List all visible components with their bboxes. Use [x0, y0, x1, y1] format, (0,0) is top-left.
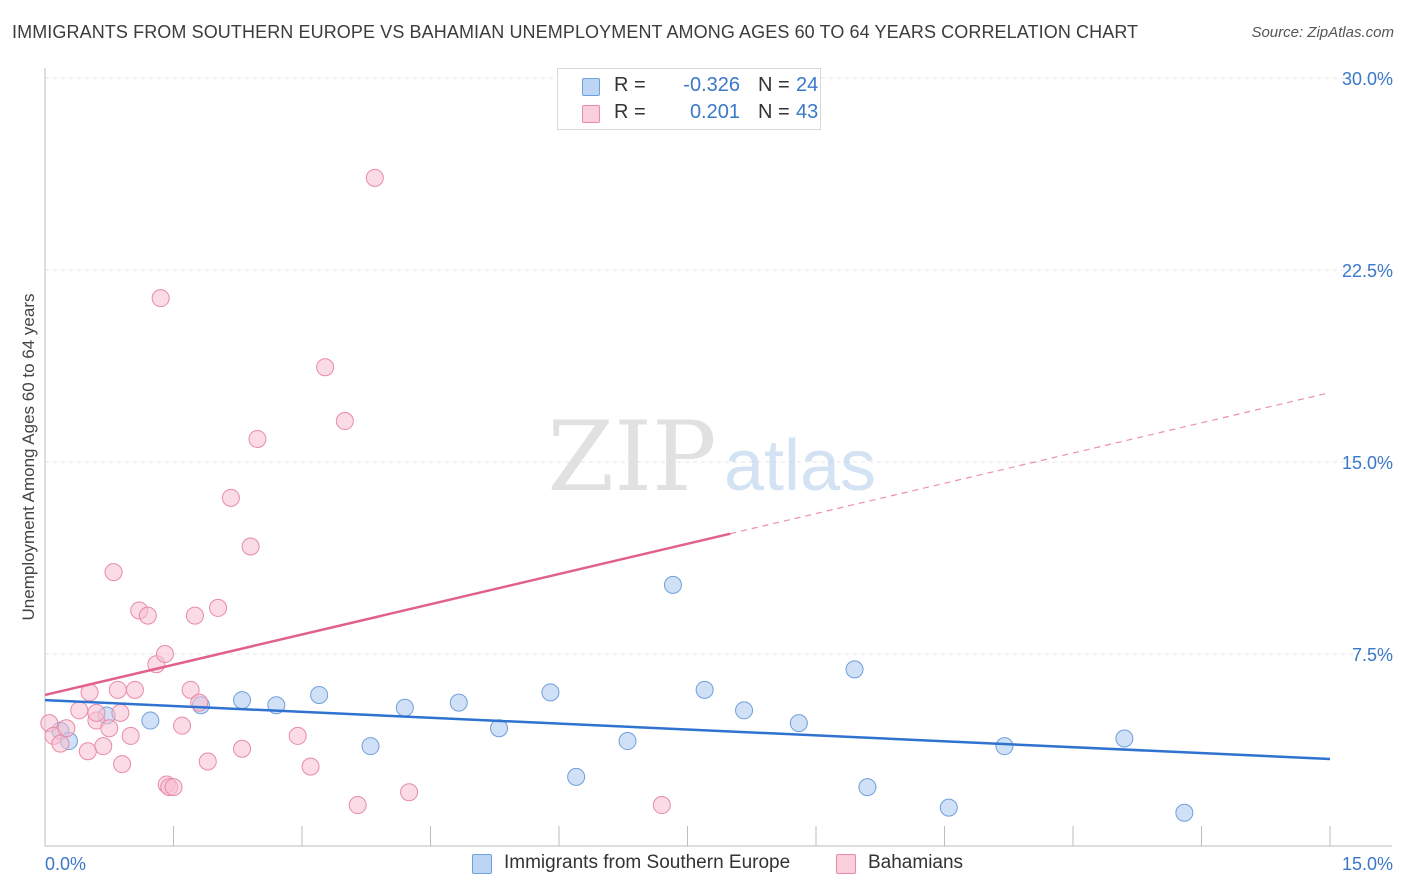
trend-lines — [44, 391, 1331, 761]
y-tick-label: 30.0% — [1342, 69, 1393, 89]
point-southern-europe — [541, 683, 560, 702]
trend-line-bahamians — [44, 532, 731, 697]
legend-swatch-bahamians — [836, 854, 856, 874]
x-tick-label: 0.0% — [45, 854, 86, 874]
legend-swatch-southern-europe — [582, 78, 600, 96]
watermark-atlas: atlas — [724, 426, 876, 506]
point-bahamians — [57, 719, 76, 738]
point-southern-europe — [995, 737, 1014, 756]
point-southern-europe — [858, 778, 877, 797]
point-southern-europe — [361, 737, 380, 756]
point-southern-europe — [663, 575, 682, 594]
point-bahamians — [241, 537, 260, 556]
point-southern-europe — [618, 732, 637, 751]
point-southern-europe — [141, 711, 160, 730]
point-bahamians — [51, 734, 70, 753]
chart-title: IMMIGRANTS FROM SOUTHERN EUROPE VS BAHAM… — [12, 22, 1139, 42]
point-bahamians — [652, 796, 671, 815]
legend-r-label: R = — [614, 101, 646, 123]
x-tick-label: 15.0% — [1342, 854, 1393, 874]
point-bahamians — [335, 412, 354, 431]
legend-n-label: N = — [758, 74, 790, 96]
point-bahamians — [164, 778, 183, 797]
point-southern-europe — [395, 698, 414, 717]
point-bahamians — [100, 719, 119, 738]
trend-line-southern-europe — [44, 698, 1331, 761]
point-bahamians — [209, 598, 228, 617]
point-bahamians — [121, 726, 140, 745]
point-southern-europe — [567, 767, 586, 786]
watermark-zip: ZIP — [547, 401, 716, 513]
point-bahamians — [181, 680, 200, 699]
point-bahamians — [104, 563, 123, 582]
point-southern-europe — [735, 701, 754, 720]
trend-line-bahamians-extrapolated — [730, 391, 1331, 535]
gridlines — [45, 77, 1392, 655]
legend-label-southern-europe: Immigrants from Southern Europe — [504, 852, 791, 873]
point-bahamians — [400, 783, 419, 802]
legend-n-value: 24 — [796, 74, 819, 96]
point-southern-europe — [845, 660, 864, 679]
legend-swatch-bahamians — [582, 105, 600, 123]
point-southern-europe — [310, 685, 329, 704]
point-bahamians — [108, 680, 127, 699]
point-bahamians — [233, 739, 252, 758]
point-bahamians — [365, 168, 384, 187]
legend-swatch-southern-europe — [472, 854, 492, 874]
y-tick-label: 15.0% — [1342, 453, 1393, 473]
point-bahamians — [151, 289, 170, 308]
point-bahamians — [348, 796, 367, 815]
point-bahamians — [221, 488, 240, 507]
point-bahamians — [70, 701, 89, 720]
source-label: Source: ZipAtlas.com — [1251, 24, 1394, 41]
point-bahamians — [155, 645, 174, 663]
correlation-legend: R = -0.326 N = 24 R = 0.201 N = 43 — [557, 68, 821, 130]
point-bahamians — [111, 703, 130, 722]
y-axis-label: Unemployment Among Ages 60 to 64 years — [19, 293, 38, 621]
axes — [44, 68, 1392, 847]
point-bahamians — [113, 755, 132, 774]
point-bahamians — [185, 606, 204, 625]
point-southern-europe — [1115, 729, 1134, 748]
point-bahamians — [248, 429, 267, 448]
point-southern-europe — [233, 691, 252, 710]
watermark: ZIP atlas — [547, 401, 876, 513]
y-tick-label: 7.5% — [1352, 645, 1393, 665]
point-bahamians — [78, 742, 97, 761]
legend-label-bahamians: Bahamians — [868, 852, 964, 873]
point-southern-europe — [1175, 803, 1194, 822]
point-southern-europe — [789, 714, 808, 733]
legend-r-label: R = — [614, 74, 646, 96]
point-southern-europe — [449, 693, 468, 712]
legend-r-value: -0.326 — [683, 74, 740, 96]
point-bahamians — [301, 757, 320, 776]
point-bahamians — [94, 737, 113, 756]
point-bahamians — [87, 703, 106, 722]
y-tick-label: 22.5% — [1342, 261, 1393, 281]
legend-n-label: N = — [758, 101, 790, 123]
legend-n-value: 43 — [796, 101, 819, 123]
point-bahamians — [288, 726, 307, 745]
point-bahamians — [173, 716, 192, 735]
point-bahamians — [198, 752, 217, 771]
legend-r-value: 0.201 — [689, 101, 740, 123]
point-southern-europe — [939, 798, 958, 817]
point-bahamians — [125, 680, 144, 699]
point-southern-europe — [695, 680, 714, 699]
point-bahamians — [138, 606, 157, 625]
point-bahamians — [316, 358, 335, 377]
data-points — [40, 168, 1194, 822]
tick-labels: 7.5% 15.0% 22.5% 30.0% 0.0% 15.0% — [45, 69, 1393, 874]
